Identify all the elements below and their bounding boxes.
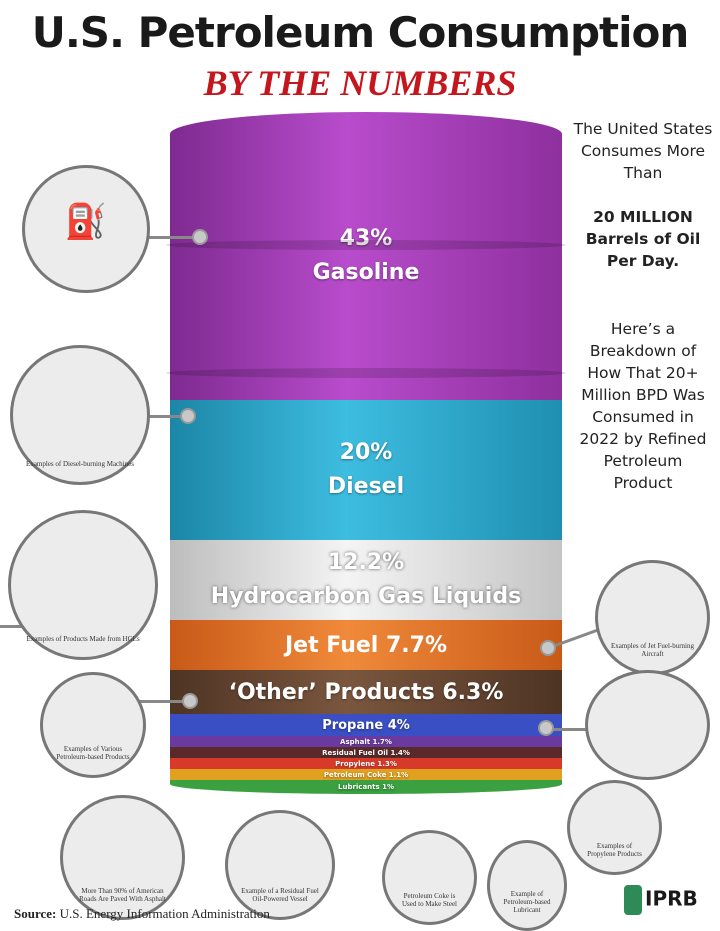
- band-residual: Residual Fuel Oil 1.4%: [170, 747, 562, 758]
- diesel-machines-image: Examples of Diesel-burning Machines: [10, 345, 150, 485]
- hgl-pct: 12.2%: [327, 550, 405, 575]
- source-text: U.S. Energy Information Administration: [56, 906, 270, 921]
- diesel-label: Diesel: [327, 474, 405, 499]
- propylene-products-image: Examples of Propylene Products: [567, 780, 662, 875]
- band-asphalt: Asphalt 1.7%: [170, 736, 562, 747]
- asphalt-label: Asphalt 1.7%: [340, 737, 392, 746]
- barrel-chart: 43% Gasoline 20% Diesel 12.2% Hydrocarbo…: [166, 112, 566, 794]
- hgl-products-image: Examples of Products Made from HGLs: [8, 510, 158, 660]
- gas-pump-image: ⛽: [22, 165, 150, 293]
- lubricant-image: Example of Petroleum-based Lubricant: [487, 840, 567, 931]
- source-note: Source: U.S. Energy Information Administ…: [14, 906, 270, 922]
- hgl-label: Hydrocarbon Gas Liquids: [210, 584, 522, 609]
- propylene-label: Propylene 1.3%: [335, 759, 397, 768]
- source-label: Source:: [14, 906, 57, 921]
- side-text-intro: The United States Consumes More Than: [573, 120, 713, 182]
- propane-label: Propane 4%: [322, 717, 410, 733]
- band-lubricants: Lubricants 1%: [170, 780, 562, 794]
- grill-image: [585, 670, 710, 780]
- side-text-breakdown: Here’s a Breakdown of How That 20+ Milli…: [579, 320, 707, 492]
- coke-label: Petroleum Coke 1.1%: [323, 770, 409, 779]
- band-coke: Petroleum Coke 1.1%: [170, 769, 562, 780]
- side-text-highlight: 20 MILLION Barrels of Oil Per Day.: [585, 208, 701, 270]
- residual-label: Residual Fuel Oil 1.4%: [322, 748, 410, 757]
- logo-text: IPRB: [645, 886, 698, 911]
- iprb-logo: IPRB: [624, 885, 698, 915]
- aircraft-image: Examples of Jet Fuel-burning Aircraft: [595, 560, 710, 675]
- band-jet: Jet Fuel 7.7%: [170, 620, 562, 670]
- diesel-pct: 20%: [339, 440, 393, 465]
- band-diesel: 20% Diesel: [170, 400, 562, 540]
- asphalt-road-image: More Than 90% of American Roads Are Pave…: [60, 795, 185, 920]
- gasoline-label: Gasoline: [312, 260, 420, 285]
- jet-label: Jet Fuel 7.7%: [284, 632, 447, 658]
- page-subtitle: BY THE NUMBERS: [203, 63, 517, 103]
- band-other: ‘Other’ Products 6.3%: [170, 670, 562, 714]
- band-hgl: 12.2% Hydrocarbon Gas Liquids: [170, 540, 562, 620]
- steel-image: Petroleum Coke is Used to Make Steel: [382, 830, 477, 925]
- gasoline-pct: 43%: [339, 226, 393, 251]
- vessel-image: Example of a Residual Fuel Oil-Powered V…: [225, 810, 335, 920]
- band-propane: Propane 4%: [170, 714, 562, 736]
- lubricants-label: Lubricants 1%: [338, 783, 394, 791]
- page-title: U.S. Petroleum Consumption: [31, 8, 690, 57]
- other-label: ‘Other’ Products 6.3%: [228, 679, 504, 705]
- petroleum-products-image: Examples of Various Petroleum-based Prod…: [40, 672, 146, 778]
- band-gasoline: 43% Gasoline: [166, 112, 566, 400]
- band-propylene: Propylene 1.3%: [170, 758, 562, 769]
